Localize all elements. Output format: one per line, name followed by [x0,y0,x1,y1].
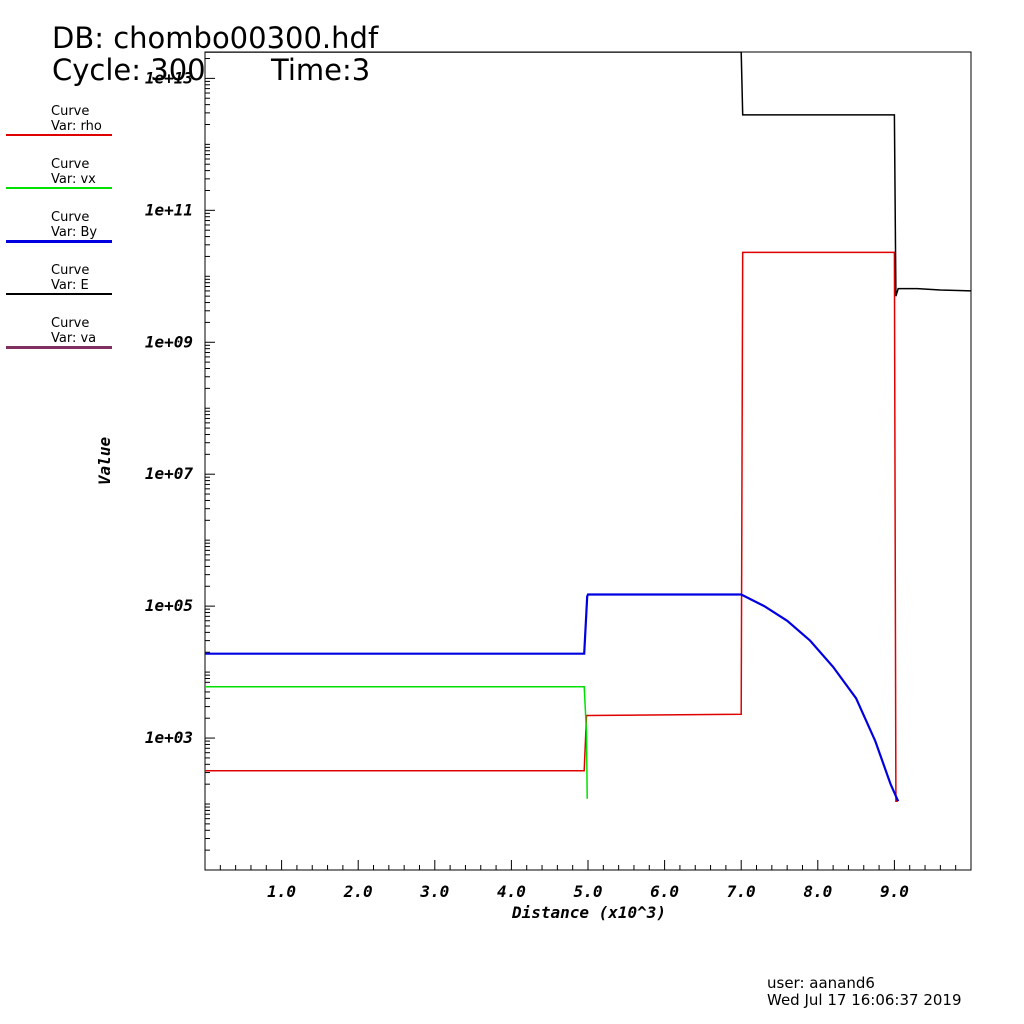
x-tick-label: 3.0 [419,882,449,901]
y-tick-label: 1e+13 [145,68,193,87]
series-layer [205,52,971,803]
x-tick-label: 2.0 [343,882,373,901]
legend-var-label: Var: rho [51,119,102,134]
legend-curve-label: Curve [51,104,90,119]
x-tick-label: 5.0 [574,882,603,901]
legend-var-label: Var: E [51,278,89,293]
legend-swatch [6,187,112,189]
x-tick-label: 9.0 [880,882,909,901]
legend-var-label: Var: va [51,331,97,346]
y-axis: 1e+13 1e+11 1e+09 1e+07 1e+05 1e+03 [145,58,215,871]
legend-swatch [6,240,112,243]
legend-item-e: Curve Var: E [6,264,112,310]
legend-item-by: Curve Var: By [6,211,112,257]
time-label: Time:3 [271,53,371,87]
legend-swatch [6,293,112,295]
x-tick-label: 8.0 [803,882,832,901]
series-line-by [205,593,900,802]
series-line-rho [205,251,898,803]
y-tick-label: 1e+07 [145,464,194,483]
x-tick-label: 6.0 [650,882,679,901]
x-axis: 1.0 2.0 3.0 4.0 5.0 6.0 7.0 8.0 9.0 [219,860,957,901]
legend-var-label: Var: By [51,225,98,240]
legend-curve-label: Curve [51,316,90,331]
y-axis-title: Value [95,437,114,486]
y-tick-label: 1e+05 [145,596,193,615]
plot-frame [204,51,972,871]
x-tick-label: 4.0 [497,882,526,901]
user-label: user: aanand6 [767,974,875,992]
y-tick-label: 1e+11 [145,200,193,219]
x-tick-label: 7.0 [727,882,756,901]
timestamp-label: Wed Jul 17 16:06:37 2019 [767,991,962,1009]
y-tick-label: 1e+03 [145,728,193,747]
legend-curve-label: Curve [51,157,90,172]
database-label: DB: chombo00300.hdf [52,21,379,55]
legend-item-va: Curve Var: va [6,317,112,363]
x-axis-title: Distance (x10^3) [511,903,666,922]
legend-curve-label: Curve [51,263,90,278]
legend-item-vx: Curve Var: vx [6,158,112,204]
legend-swatch [6,346,112,349]
y-tick-label: 1e+09 [145,332,193,351]
series-line-e [205,52,971,297]
series-line-vx [205,685,588,799]
legend-item-rho: Curve Var: rho [6,105,112,151]
x-tick-label: 1.0 [267,882,296,901]
cycle-label: Cycle: 300 [52,53,206,87]
legend-var-label: Var: vx [51,172,96,187]
legend-swatch [6,134,112,136]
legend-curve-label: Curve [51,210,90,225]
